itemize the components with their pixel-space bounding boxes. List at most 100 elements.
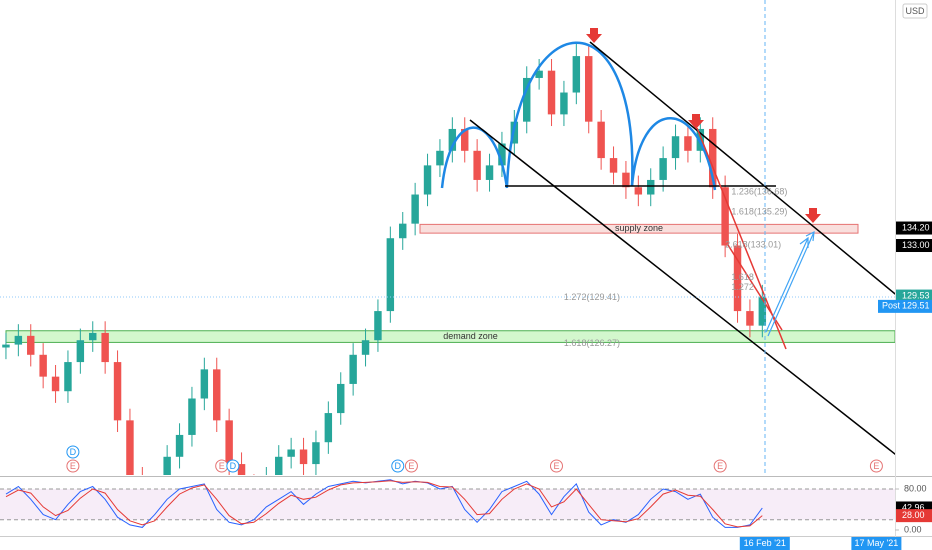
candle-body — [225, 420, 233, 465]
price-badge-label: 129.53 — [902, 290, 930, 300]
candle-body — [27, 335, 35, 355]
candle-body — [411, 194, 419, 224]
candle-body — [535, 70, 543, 78]
candle-body — [89, 332, 97, 341]
price-badge-label: 133.00 — [902, 240, 930, 250]
red-arrow — [805, 208, 821, 223]
fib-label: 1.272(129.41) — [564, 292, 620, 302]
axis: 16 Feb '21 17 May '21 134.20 133.00 129.53Po… — [739, 221, 932, 550]
event-letter: E — [717, 461, 723, 471]
candle-body — [188, 398, 196, 435]
red-arrow — [586, 28, 602, 43]
candle-body — [374, 311, 382, 341]
candle-body — [547, 70, 556, 115]
fib-label: 2.618(133.01) — [725, 240, 781, 250]
drawings — [0, 0, 895, 475]
candle-body — [485, 165, 494, 180]
candle-body — [324, 413, 333, 443]
candle-body — [622, 172, 630, 188]
candle-body — [448, 128, 457, 151]
event-marker — [713, 459, 727, 473]
candle-body — [523, 77, 531, 122]
price-badge — [896, 221, 932, 235]
candle-body — [2, 344, 10, 348]
candle-body — [163, 456, 171, 475]
candle-body — [39, 354, 47, 377]
candle-body — [349, 354, 357, 384]
date-badge-label: 17 May '21 — [855, 538, 899, 548]
candle-body — [609, 158, 618, 173]
candle-body — [175, 434, 184, 457]
candle-body — [659, 158, 667, 180]
osc-band — [0, 489, 895, 520]
candle-body — [560, 92, 568, 115]
fib-label: 1.618 — [731, 272, 754, 282]
event-letter: D — [395, 461, 402, 471]
fib-label: 1.272 — [731, 282, 754, 292]
osc-line — [5, 480, 763, 528]
candle-body — [51, 376, 60, 392]
candle-body — [461, 128, 469, 151]
y2-tick-label: 0.00 — [904, 524, 922, 534]
candle-body — [758, 296, 767, 326]
date-badge — [739, 537, 790, 550]
date-badge — [851, 537, 902, 550]
event-marker — [404, 459, 418, 473]
event-letter: E — [553, 461, 559, 471]
candle-body — [200, 369, 209, 399]
candle-body — [287, 449, 295, 457]
candle-body — [299, 449, 308, 465]
event-marker — [391, 459, 405, 473]
candle-body — [473, 150, 481, 180]
candle-body — [113, 362, 122, 421]
post-tag: Post — [882, 301, 901, 311]
candle-body — [126, 420, 134, 475]
arc — [630, 117, 717, 191]
date-badge-label: 16 Feb '21 — [744, 538, 786, 548]
arrow — [767, 230, 815, 337]
y2-tick-label: 80.00 — [904, 483, 927, 493]
currency-box — [902, 3, 928, 19]
candle-body — [671, 136, 680, 159]
osc-badge-label: 28.00 — [902, 510, 925, 520]
price-badge — [896, 239, 932, 253]
labels: supply zone demand zone 1.236(136.68) 1.618… — [66, 186, 883, 473]
event-marker — [66, 459, 80, 473]
event-letter: D — [230, 461, 237, 471]
osc-line — [5, 479, 763, 528]
candle-body — [684, 136, 692, 151]
trend-line — [469, 119, 895, 456]
event-letter: E — [408, 461, 414, 471]
candle-body — [64, 362, 72, 392]
trend-line — [589, 41, 895, 295]
osc-badge-label: 42.96 — [902, 502, 925, 512]
zone-label: supply zone — [615, 223, 663, 233]
candle-body — [498, 143, 506, 166]
event-marker — [66, 445, 80, 459]
candle-body — [423, 165, 432, 195]
oscillator — [0, 479, 899, 531]
event-letter: E — [873, 461, 879, 471]
candle-body — [237, 464, 246, 475]
candles — [2, 41, 767, 475]
candle-body — [572, 56, 581, 93]
event-letter: E — [70, 461, 76, 471]
candle-body — [213, 369, 221, 421]
price-badge-label: 134.20 — [902, 222, 930, 232]
candle-body — [275, 456, 283, 475]
zone-label: demand zone — [443, 331, 498, 341]
candle-body — [647, 179, 655, 195]
event-marker — [226, 459, 240, 473]
arc — [440, 126, 509, 189]
post-badge — [878, 299, 932, 313]
candle-body — [312, 442, 320, 465]
candle-body — [386, 238, 395, 312]
arc — [505, 41, 634, 187]
candle-body — [733, 245, 742, 312]
candle-body — [634, 187, 643, 195]
zone — [419, 223, 859, 234]
candle-body — [101, 332, 109, 363]
currency: USD — [905, 6, 925, 16]
osc-badge — [896, 509, 932, 523]
